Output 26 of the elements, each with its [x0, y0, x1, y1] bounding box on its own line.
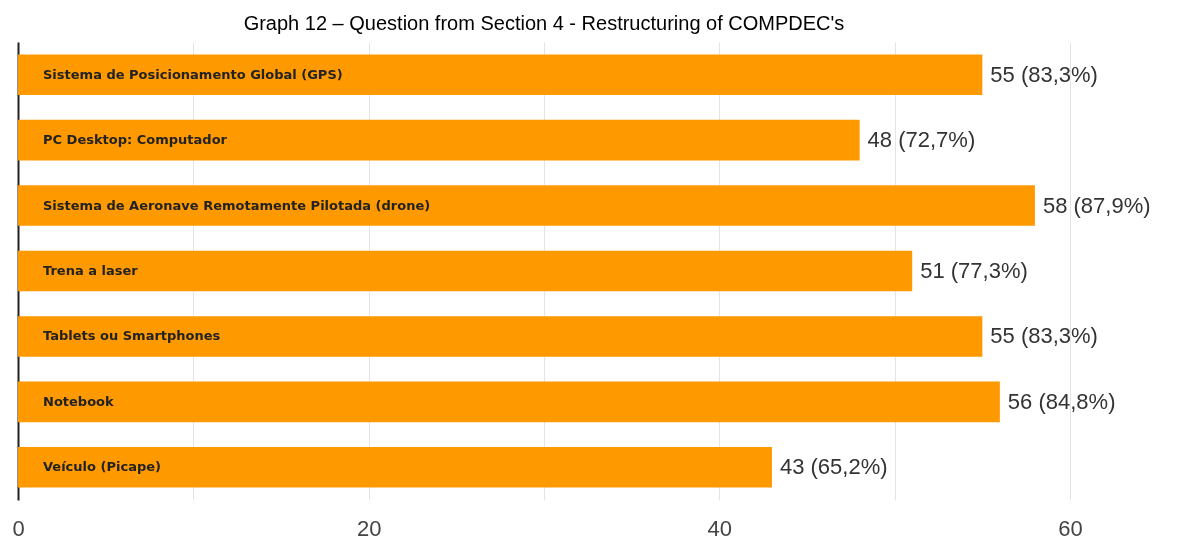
bar: [18, 381, 1000, 423]
y-tick-label: Sistema de Aeronave Remotamente Pilotada (drone): [43, 197, 431, 213]
data-label: 51 (77,3%): [920, 258, 1028, 283]
data-label: 55 (83,3%): [990, 61, 1098, 87]
y-tick-label: Trena a laser: [43, 263, 139, 278]
bar: [18, 54, 983, 95]
bar: [18, 185, 1035, 226]
data-label: 55 (83,3%): [990, 323, 1098, 349]
data-label: 56 (84,8%): [1007, 388, 1116, 414]
data-label: 48 (72,7%): [867, 127, 976, 153]
data-label: 58 (87,9%): [1042, 192, 1151, 218]
chart-title: Graph 12 – Question from Section 4 - Restructuring of COMPDEC's: [243, 12, 845, 34]
y-tick-label: PC Desktop: Computador: [43, 132, 228, 148]
y-tick-label: Veículo (Picape): [43, 459, 161, 475]
bar: [18, 447, 772, 488]
y-tick-label: Sistema de Posicionamento Global (GPS): [43, 66, 343, 82]
y-tick-label: Notebook: [43, 393, 115, 409]
x-tick-label: 60: [1058, 515, 1083, 541]
x-tick-label: 40: [707, 515, 733, 541]
bar: [18, 250, 913, 292]
data-label: 43 (65,2%): [779, 454, 888, 480]
bar: [18, 316, 983, 357]
y-tick-label: Tablets ou Smartphones: [43, 328, 221, 344]
x-tick-label: 0: [12, 515, 25, 541]
x-tick-label: 20: [356, 515, 382, 541]
bar: [18, 119, 860, 161]
